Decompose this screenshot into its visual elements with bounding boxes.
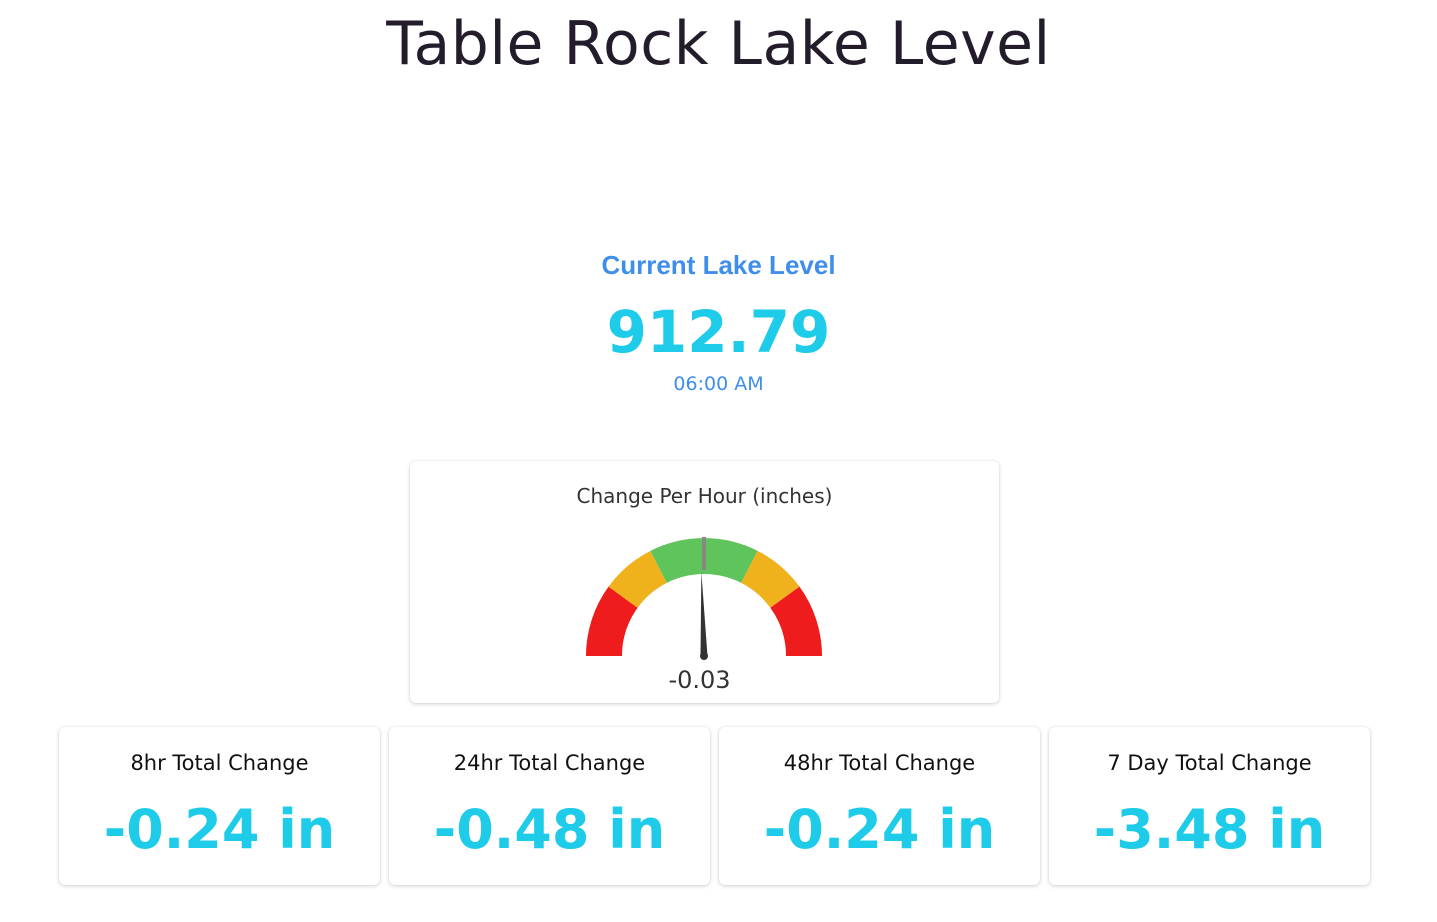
current-level-label: Current Lake Level xyxy=(601,250,836,280)
current-level-time: 06:00 AM xyxy=(673,373,764,395)
change-per-hour-gauge xyxy=(586,537,822,660)
gauge-needle-hub xyxy=(700,652,708,660)
page-title: Table Rock Lake Level xyxy=(386,9,1051,79)
change-per-hour-card: Change Per Hour (inches) -0.03 xyxy=(410,461,999,703)
gauge-needle xyxy=(700,572,708,657)
stat-label-48hr: 48hr Total Change xyxy=(783,751,976,775)
stat-label-7day: 7 Day Total Change xyxy=(1107,751,1312,775)
stat-value-48hr: -0.24 in xyxy=(763,798,996,861)
gauge-title: Change Per Hour (inches) xyxy=(576,484,833,508)
gauge-band-3 xyxy=(741,550,800,608)
stat-label-8hr: 8hr Total Change xyxy=(130,751,309,775)
stat-card-48hr: 48hr Total Change -0.24 in xyxy=(719,727,1040,885)
current-level-value: 912.79 xyxy=(606,298,831,366)
stat-card-7day: 7 Day Total Change -3.48 in xyxy=(1049,727,1370,885)
stat-card-8hr: 8hr Total Change -0.24 in xyxy=(59,727,380,885)
stat-value-8hr: -0.24 in xyxy=(103,798,336,861)
gauge-band-0 xyxy=(586,586,638,656)
stat-value-7day: -3.48 in xyxy=(1093,798,1326,861)
gauge-value: -0.03 xyxy=(668,666,731,694)
stat-label-24hr: 24hr Total Change xyxy=(453,751,646,775)
stat-card-24hr: 24hr Total Change -0.48 in xyxy=(389,727,710,885)
gauge-band-4 xyxy=(770,586,822,656)
stat-value-24hr: -0.48 in xyxy=(433,798,666,861)
gauge-band-1 xyxy=(608,550,667,608)
